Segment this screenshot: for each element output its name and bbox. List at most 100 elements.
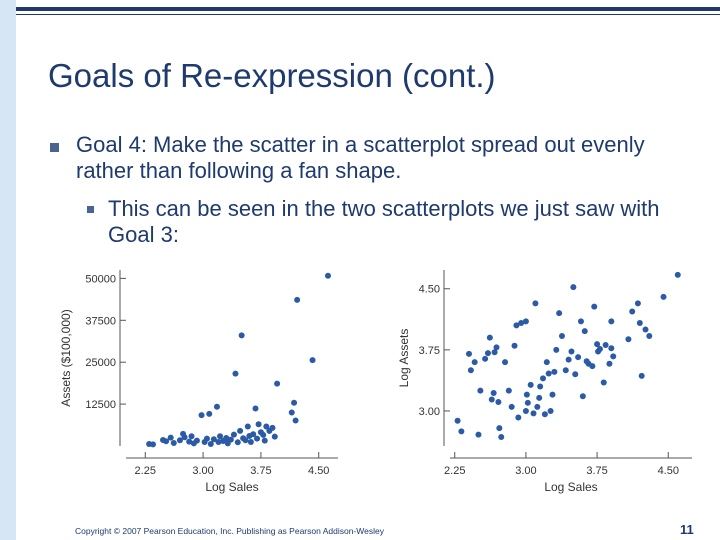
scatter-point: [562, 367, 569, 374]
scatter-point: [541, 411, 548, 418]
scatter-point: [163, 438, 170, 445]
scatter-point: [263, 423, 270, 430]
scatter-point: [532, 300, 539, 307]
scatter-point: [536, 394, 543, 401]
scatter-point: [467, 367, 474, 374]
scatter-point: [579, 393, 586, 400]
scatter-point: [465, 350, 472, 357]
scatter-point: [186, 438, 193, 445]
scatter-point: [513, 322, 520, 329]
scatter-point: [625, 336, 632, 343]
scatter-point: [549, 391, 556, 398]
scatter-point: [170, 439, 177, 446]
scatter-point: [291, 399, 298, 406]
scatter-point: [454, 417, 461, 424]
scatter-point: [634, 300, 641, 307]
scatter-point: [511, 342, 518, 349]
scatter-point: [577, 318, 584, 325]
scatter-point: [237, 427, 244, 434]
scatter-point: [553, 346, 560, 353]
x-tick-label: 3.00: [515, 465, 536, 477]
scatter-point: [591, 303, 598, 310]
scatter-point: [294, 296, 301, 303]
scatter-point: [247, 438, 254, 445]
scatter-point: [477, 387, 484, 394]
scatter-point: [608, 345, 615, 352]
top-rule-thin: [16, 14, 720, 15]
x-tick-label: 3.75: [250, 465, 271, 477]
scatter-point: [486, 334, 493, 341]
scatter-point: [570, 284, 577, 291]
scatter-point: [227, 436, 234, 443]
scatter-point: [309, 357, 316, 364]
scatter-point: [223, 434, 230, 441]
scatter-point: [498, 434, 505, 441]
scatter-point: [534, 403, 541, 410]
y-tick-label: 25000: [85, 357, 116, 369]
scatter-point: [493, 344, 500, 351]
scatter-point: [589, 363, 596, 370]
scatter-point: [518, 319, 525, 326]
scatter-point: [508, 403, 515, 410]
scatter-point: [551, 368, 558, 375]
y-tick-label: 3.75: [419, 345, 440, 357]
copyright-footer: Copyright © 2007 Pearson Education, Inc.…: [75, 526, 384, 536]
scatter-point: [261, 437, 268, 444]
page-number: 11: [680, 522, 694, 537]
scatter-point: [188, 433, 195, 440]
scatter-point: [254, 435, 261, 442]
scatter-point: [606, 360, 613, 367]
scatter-point: [458, 428, 465, 435]
scatter-point: [496, 425, 503, 432]
scatter-point: [596, 346, 603, 353]
x-tick-label: 3.00: [192, 465, 213, 477]
scatter-point: [545, 370, 552, 377]
scatter-point: [482, 355, 489, 362]
scatter-point: [269, 424, 276, 431]
scatter-point: [238, 332, 245, 339]
x-tick-label: 2.25: [135, 465, 156, 477]
scatter-point: [491, 349, 498, 356]
scatter-point: [230, 431, 237, 438]
scatter-point: [565, 356, 572, 363]
scatter-point: [471, 359, 478, 366]
y-tick-label: 3.00: [419, 406, 440, 418]
scatter-point: [568, 348, 575, 355]
y-tick-label: 12500: [85, 399, 116, 411]
y-tick-label: 50000: [85, 273, 116, 285]
scatter-point: [502, 359, 509, 366]
scatter-point: [176, 437, 183, 444]
scatter-point: [558, 333, 565, 339]
scatter-point: [215, 438, 222, 445]
x-tick-label: 2.25: [444, 465, 465, 477]
scatter-point: [217, 433, 224, 440]
left-accent-bar: [0, 0, 16, 540]
scatter-point: [556, 310, 563, 317]
x-tick-label: 3.75: [586, 465, 607, 477]
scatter-point: [522, 407, 529, 414]
bullet-marker-2: [87, 206, 94, 213]
scatter-point: [638, 372, 645, 379]
scatterplot-assets-vs-log-sales: 2.25 3.00 3.75 4.50 Log Sales 12500 25000 37500…: [59, 270, 338, 494]
scatter-point: [250, 431, 257, 438]
scatter-point: [232, 370, 239, 377]
scatter-point: [522, 318, 529, 325]
scatter-point: [167, 434, 174, 441]
scatter-point: [288, 409, 295, 416]
scatter-point: [210, 436, 217, 443]
scatter-point: [629, 308, 636, 315]
slide-title: Goals of Re-expression (cont.): [48, 57, 496, 94]
scatter-point: [524, 399, 531, 406]
scatter-point: [271, 433, 278, 440]
scatter-point: [543, 359, 550, 366]
scatter-point: [530, 410, 537, 417]
y-tick-label: 37500: [85, 315, 116, 327]
scatter-point: [660, 293, 667, 300]
scatter-point: [181, 434, 188, 441]
scatter-point: [488, 396, 495, 403]
bullet-1-text: Goal 4: Make the scatter in a scatterplo…: [76, 132, 645, 183]
scatter-point: [206, 410, 213, 417]
scatter-point: [642, 326, 649, 333]
scatter-point: [602, 341, 609, 348]
scatter-point: [234, 439, 241, 446]
